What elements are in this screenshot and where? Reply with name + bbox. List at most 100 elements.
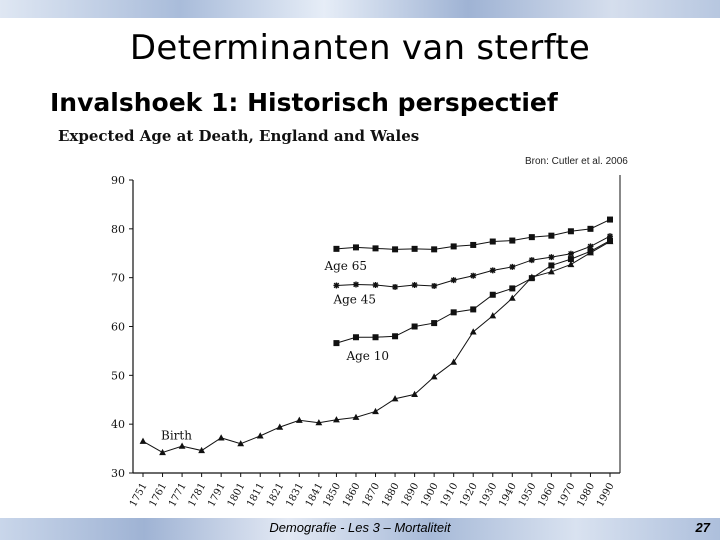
x-tick-label: 1980 <box>575 481 597 509</box>
y-tick-label: 50 <box>111 369 125 382</box>
data-point-birth <box>391 395 399 402</box>
data-point-birth <box>295 416 303 423</box>
series-label-age-10: Age 10 <box>345 349 389 363</box>
data-point-birth <box>276 423 284 430</box>
page-number: 27 <box>695 520 710 535</box>
x-tick-label: 1801 <box>226 481 248 509</box>
data-point-age-45 <box>352 281 359 288</box>
data-point-age-65 <box>450 243 457 250</box>
data-point-age-65 <box>548 232 555 239</box>
data-point-age-10 <box>470 306 477 313</box>
chart-axes: 3040506070809017511761177117811791180118… <box>111 174 621 509</box>
bottom-decorative-band <box>0 518 720 540</box>
x-tick-label: 1781 <box>187 481 209 509</box>
x-tick-label: 1890 <box>400 481 422 509</box>
series-label-age-65: Age 65 <box>323 259 367 273</box>
data-point-age-45 <box>548 254 555 261</box>
data-point-age-45 <box>528 257 535 264</box>
x-tick-label: 1920 <box>458 481 480 509</box>
chart-markers <box>139 216 614 456</box>
y-tick-label: 60 <box>111 321 125 334</box>
x-tick-label: 1950 <box>517 481 539 509</box>
slide-title: Determinanten van sterfte <box>129 28 591 68</box>
data-point-age-10 <box>450 309 457 316</box>
x-tick-label: 1811 <box>245 481 267 509</box>
series-label-age-45: Age 45 <box>332 292 376 306</box>
x-tick-label: 1910 <box>439 481 461 509</box>
data-point-age-45 <box>587 243 594 250</box>
data-point-age-10 <box>431 320 438 327</box>
slide-footer: Demografie - Les 3 – Mortaliteit <box>269 520 451 535</box>
x-tick-label: 1940 <box>497 481 519 509</box>
x-tick-label: 1970 <box>556 481 578 509</box>
data-point-birth <box>430 373 438 380</box>
data-point-age-10 <box>567 256 574 263</box>
data-point-birth <box>450 358 458 365</box>
data-point-age-65 <box>470 241 477 248</box>
x-tick-label: 1791 <box>206 481 228 509</box>
data-point-age-65 <box>352 244 359 251</box>
chart-title: Expected Age at Death, England and Wales <box>58 127 420 145</box>
slide-subtitle: Invalshoek 1: Historisch perspectief <box>50 88 558 117</box>
data-point-age-65 <box>411 245 418 252</box>
x-tick-label: 1751 <box>128 481 150 509</box>
x-tick-label: 1821 <box>265 481 287 509</box>
data-point-birth <box>315 419 323 426</box>
data-point-age-65 <box>607 216 613 223</box>
x-tick-label: 1960 <box>536 481 558 509</box>
data-point-age-10 <box>607 237 613 244</box>
data-point-age-65 <box>431 246 438 253</box>
x-tick-label: 1880 <box>380 481 402 509</box>
data-point-age-10 <box>392 333 399 340</box>
y-tick-label: 30 <box>111 467 125 480</box>
data-point-birth <box>469 328 477 335</box>
x-tick-label: 1930 <box>478 481 500 509</box>
data-point-age-65 <box>509 237 516 244</box>
data-point-age-45 <box>372 281 379 288</box>
y-tick-label: 90 <box>111 174 125 187</box>
data-point-age-10 <box>548 262 555 269</box>
data-point-birth <box>411 390 419 397</box>
data-point-age-65 <box>489 238 496 245</box>
data-point-age-45 <box>470 272 477 279</box>
data-point-age-10 <box>528 275 535 282</box>
data-point-age-45 <box>333 282 340 289</box>
x-tick-label: 1831 <box>284 481 306 509</box>
data-point-birth <box>567 260 575 268</box>
series-label-birth: Birth <box>161 428 192 442</box>
data-point-birth <box>178 442 186 449</box>
data-point-age-65 <box>587 225 594 232</box>
data-point-age-65 <box>372 245 379 252</box>
chart-series-labels: Birth Age 10 Age 45 Age 65 <box>161 259 389 442</box>
data-point-age-45 <box>489 267 496 274</box>
data-point-age-45 <box>450 277 457 284</box>
data-point-birth <box>139 437 147 444</box>
x-tick-label: 1761 <box>148 481 170 509</box>
x-tick-label: 1850 <box>321 481 343 509</box>
x-tick-label: 1900 <box>419 481 441 509</box>
data-point-age-45 <box>431 282 438 289</box>
data-point-age-10 <box>587 248 594 255</box>
data-point-age-65 <box>567 228 574 235</box>
data-point-age-10 <box>372 334 379 341</box>
x-tick-label: 1990 <box>595 481 617 509</box>
data-point-birth <box>489 312 497 319</box>
data-point-birth <box>217 434 225 441</box>
x-tick-label: 1771 <box>167 481 189 509</box>
data-point-age-10 <box>352 334 359 341</box>
y-tick-label: 40 <box>111 418 125 431</box>
y-tick-label: 70 <box>111 272 125 285</box>
data-point-birth <box>547 268 555 275</box>
data-point-age-10 <box>411 323 418 330</box>
source-citation: Bron: Cutler et al. 2006 <box>525 156 628 167</box>
data-point-birth <box>256 432 264 439</box>
data-point-age-65 <box>528 234 535 241</box>
data-point-birth <box>198 446 206 454</box>
x-tick-label: 1870 <box>361 481 383 509</box>
data-point-birth <box>237 440 245 447</box>
data-point-age-65 <box>392 246 399 253</box>
top-decorative-band <box>0 0 720 18</box>
data-point-age-45 <box>411 281 418 288</box>
data-point-age-65 <box>333 245 340 252</box>
